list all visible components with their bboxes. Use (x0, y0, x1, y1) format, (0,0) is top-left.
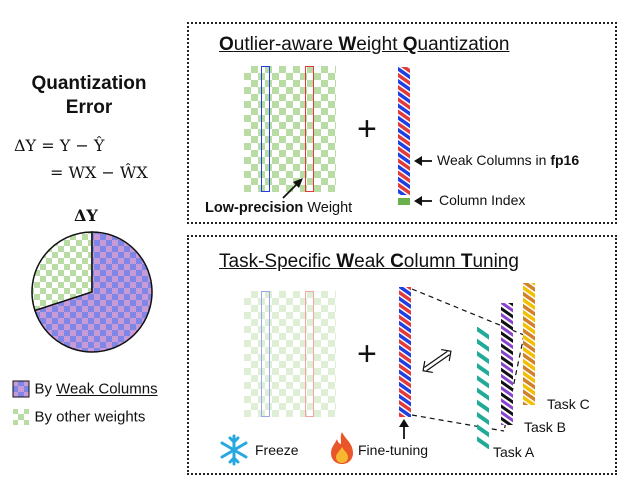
legend-item-2-label: By other weights (34, 408, 146, 426)
pie-title: ΔY (74, 206, 98, 225)
task-a-label: Task A (493, 444, 535, 460)
title-part: W (336, 251, 355, 272)
arrow-to-matrix (282, 178, 303, 199)
quantization-error-title: Quantization Error (14, 72, 164, 120)
weak-column-outline-red (305, 66, 314, 192)
title-part: eak (354, 251, 391, 272)
title-part: T (460, 251, 473, 272)
pie-slice-other-weights (31, 231, 93, 312)
plus-sign-top: + (357, 110, 377, 148)
matrix-label: Low-precision Weight (205, 200, 352, 216)
task-c-label: Task C (547, 396, 590, 412)
fire-icon (331, 432, 353, 464)
title-part: olumn (403, 251, 461, 272)
title-line-2: Error (65, 97, 113, 118)
equation-line-1: ΔY = Y − Ŷ (14, 136, 105, 155)
fp16-weak-column-strip (398, 67, 410, 195)
legend-item-other-weights: By other weights (12, 408, 145, 426)
title-part: uning (472, 251, 519, 272)
freeze-label: Freeze (255, 442, 299, 458)
legend-item-weak-columns: By Weak Columns (12, 380, 158, 398)
legend-swatch-green (13, 409, 29, 425)
legend-swatch-pink (12, 380, 30, 398)
swap-arrow-icon (422, 348, 452, 374)
fine-tuned-column (399, 287, 411, 417)
frozen-column-outline-blue (261, 291, 270, 417)
quantization-error-pie (31, 231, 153, 353)
task-b-column (501, 303, 513, 425)
top-panel-title: Outlier-aware Weight Quantization (219, 34, 509, 56)
frozen-weight-matrix (244, 291, 336, 417)
weak-columns-label: Weak Columns in fp16 (437, 152, 579, 168)
weak-label-bold: fp16 (550, 152, 580, 168)
title-line-1: Quantization (31, 73, 147, 94)
column-index-marker (398, 198, 410, 205)
title-part: C (390, 251, 404, 272)
column-index-label: Column Index (439, 192, 526, 208)
plus-sign-bottom: + (357, 335, 377, 373)
task-b-label: Task B (524, 419, 567, 435)
title-part: utlier-aware (233, 34, 339, 55)
title-part: Q (402, 34, 418, 55)
equation-line-2: = WX − ŴX (50, 163, 148, 182)
weak-label-prefix: Weak Columns in (437, 152, 551, 168)
title-part: W (338, 34, 357, 55)
outlier-aware-weight-quantization-panel: Outlier-aware Weight Quantization Low-pr… (187, 22, 617, 224)
title-part: eight (356, 34, 403, 55)
arrow-fine-tuning (399, 419, 409, 439)
bottom-panel-title: Task-Specific Weak Column Tuning (219, 251, 519, 273)
snowflake-icon (220, 434, 248, 466)
arrow-column-index (414, 196, 432, 206)
matrix-label-rest: Weight (303, 200, 353, 216)
task-a-column (477, 327, 489, 449)
legend-item-1-underlined: Weak Columns (56, 380, 158, 398)
task-c-column (523, 283, 535, 405)
title-part: O (219, 34, 234, 55)
pie-slice-weak-columns (33, 231, 153, 353)
title-part: uantization (417, 34, 510, 55)
weak-column-outline-blue (261, 66, 270, 192)
arrow-weak-columns (414, 156, 432, 166)
legend-item-1-prefix: By (34, 380, 57, 398)
low-precision-weight-matrix (244, 66, 336, 192)
matrix-label-bold: Low-precision (205, 200, 304, 216)
fine-tuning-label: Fine-tuning (358, 442, 429, 458)
frozen-column-outline-red (305, 291, 314, 417)
task-columns-diagram (399, 283, 535, 449)
title-part: Task-Specific (219, 251, 337, 272)
task-specific-weak-column-tuning-panel: Task-Specific Weak Column Tuning + Task … (187, 235, 617, 475)
